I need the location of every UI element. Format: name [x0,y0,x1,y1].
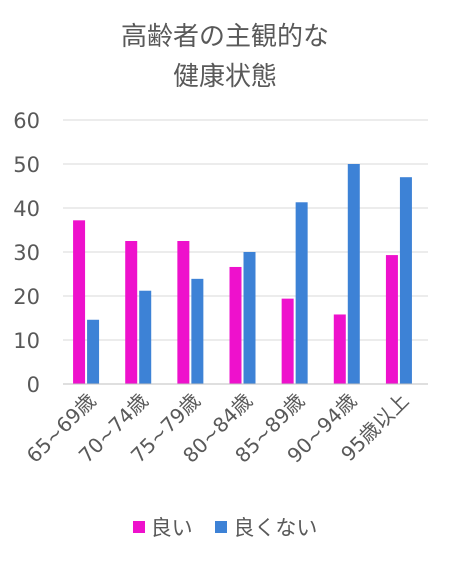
bar-not-good [243,252,256,384]
y-tick-label: 10 [13,329,40,353]
bar-good [125,241,138,384]
y-tick-label: 40 [13,197,40,221]
legend: 良い 良くない [0,512,450,542]
legend-item-good: 良い [132,512,193,542]
bar-good [73,220,86,384]
bar-good [229,266,242,384]
y-tick-label: 30 [13,241,40,265]
legend-label-not-good: 良くない [233,516,318,540]
y-tick-label: 50 [13,153,40,177]
legend-swatch-good [132,521,145,533]
bar-not-good [399,177,412,384]
legend-item-not-good: 良くない [215,512,317,542]
bar-not-good [87,319,100,384]
bar-not-good [191,278,204,384]
bar-not-good [347,164,360,384]
legend-label-good: 良い [150,516,193,540]
y-tick-label: 0 [27,373,40,397]
bar-good [177,241,190,384]
bar-good [385,255,398,384]
y-tick-label: 60 [13,109,40,133]
bar-good [333,314,346,384]
y-tick-label: 20 [13,285,40,309]
bar-not-good [295,202,308,384]
chart-title-line-1: 高齢者の主観的な [120,22,329,52]
bar-not-good [139,290,152,384]
legend-swatch-not-good [215,521,228,533]
chart-title-line-2: 健康状態 [172,62,277,92]
bar-good [281,298,294,384]
